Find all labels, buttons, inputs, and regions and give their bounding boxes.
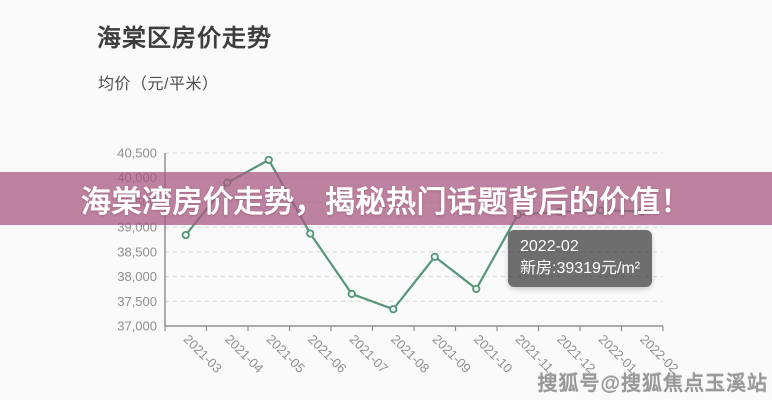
promo-banner: 海棠湾房价走势，揭秘热门话题背后的价值！ — [0, 172, 772, 225]
y-axis-label: 38,000 — [117, 269, 157, 284]
y-axis-label: 37,000 — [117, 319, 157, 334]
data-point-2021-05[interactable] — [264, 155, 273, 165]
promo-banner-text: 海棠湾房价走势，揭秘热门话题背后的价值！ — [81, 185, 691, 219]
chart-title: 海棠区房价走势 — [97, 25, 272, 52]
x-axis-label: 2021-03 — [181, 332, 225, 376]
chart-subtitle: 均价（元/平米） — [98, 76, 219, 93]
x-axis-label: 2021-07 — [347, 332, 391, 376]
y-axis-label: 37,500 — [117, 294, 157, 309]
watermark-text: 搜狐号@搜狐焦点玉溪站 — [537, 373, 768, 395]
x-axis-label: 2021-06 — [305, 332, 349, 376]
data-point-2021-10[interactable] — [472, 284, 481, 294]
tooltip-value: 新房:39319元/m² — [520, 259, 641, 277]
tooltip-date: 2022-02 — [520, 238, 579, 255]
data-point-2021-03[interactable] — [181, 230, 190, 240]
data-point-2021-09[interactable] — [430, 252, 439, 261]
y-axis-label: 40,500 — [117, 146, 157, 161]
data-point-2021-07[interactable] — [347, 289, 356, 298]
data-point-2021-06[interactable] — [306, 229, 315, 238]
x-axis-label: 2021-04 — [222, 332, 266, 376]
x-axis-label: 2021-05 — [264, 332, 308, 376]
x-axis-label: 2021-08 — [388, 332, 432, 376]
x-axis-label: 2021-10 — [471, 332, 515, 376]
x-axis-label: 2021-09 — [430, 332, 474, 376]
y-axis-label: 38,500 — [117, 244, 157, 259]
data-point-2021-08[interactable] — [389, 305, 398, 314]
chart-tooltip: 2022-02 新房:39319元/m² — [508, 230, 653, 288]
